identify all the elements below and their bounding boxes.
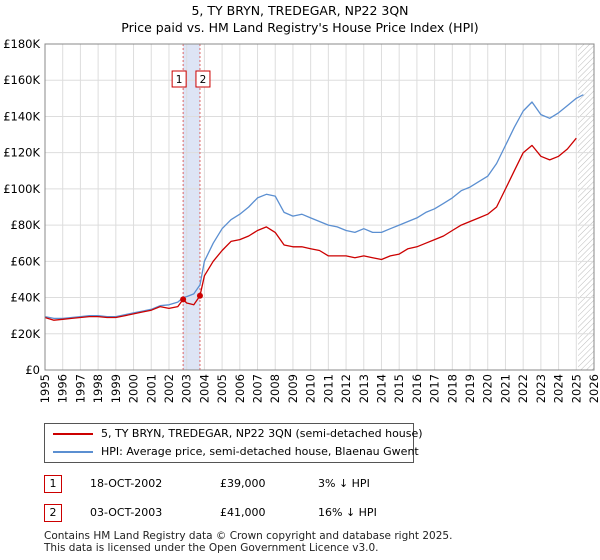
- y-tick-label: £40K: [11, 291, 41, 305]
- transaction-row: 1 18-OCT-2002 £39,000 3% ↓ HPI: [44, 474, 504, 494]
- chart-title: 5, TY BRYN, TREDEGAR, NP22 3QN: [191, 3, 409, 18]
- x-tick-label: 2017: [428, 374, 442, 403]
- legend-label-hpi: HPI: Average price, semi-detached house,…: [101, 445, 419, 458]
- x-tick-label: 2011: [321, 374, 335, 403]
- transaction-row: 2 03-OCT-2003 £41,000 16% ↓ HPI: [44, 503, 504, 523]
- attribution-line-2: This data is licensed under the Open Gov…: [44, 542, 379, 554]
- x-tick-label: 1996: [56, 374, 70, 403]
- sale-label-box: [171, 70, 187, 88]
- x-tick-label: 1997: [73, 374, 87, 403]
- property-series-line: [44, 137, 577, 321]
- x-tick-label: 2012: [339, 374, 353, 403]
- sale-label-box: [195, 70, 211, 88]
- y-tick-label: £80K: [11, 218, 41, 232]
- x-tick-label: 1999: [109, 374, 123, 403]
- chart-title-block: 5, TY BRYN, TREDEGAR, NP22 3QN Price pai…: [0, 2, 600, 36]
- chart-subtitle: Price paid vs. HM Land Registry's House …: [121, 20, 479, 35]
- sale-label-text: 1: [176, 74, 183, 86]
- x-tick-label: 2014: [374, 374, 388, 403]
- x-tick-label: 2001: [144, 374, 158, 403]
- x-tick-label: 2000: [127, 374, 141, 403]
- sale-period-highlight: [183, 44, 200, 370]
- x-tick-label: 2021: [498, 374, 512, 403]
- y-tick-label: £0: [25, 363, 40, 377]
- chart-legend: 5, TY BRYN, TREDEGAR, NP22 3QN (semi-det…: [44, 423, 423, 463]
- legend-label-property: 5, TY BRYN, TREDEGAR, NP22 3QN (semi-det…: [101, 427, 423, 440]
- x-tick-label: 2025: [569, 374, 583, 403]
- x-tick-label: 1995: [38, 374, 52, 403]
- x-tick-label: 2004: [197, 374, 211, 403]
- transaction-marker-badge: 2: [44, 504, 62, 522]
- transaction-hpi-diff: 16% ↓ HPI: [318, 506, 377, 519]
- y-tick-label: £100K: [3, 182, 40, 196]
- transaction-price: £41,000: [220, 506, 266, 519]
- transaction-price: £39,000: [220, 477, 266, 490]
- x-tick-label: 2005: [215, 374, 229, 403]
- x-tick-label: 2013: [357, 374, 371, 403]
- x-tick-label: 2018: [445, 374, 459, 403]
- transaction-date: 03-OCT-2003: [90, 506, 163, 519]
- x-tick-label: 2026: [587, 374, 600, 403]
- x-tick-label: 2009: [286, 374, 300, 403]
- y-tick-label: £160K: [3, 73, 40, 87]
- x-tick-label: 2015: [392, 374, 406, 403]
- sale-point: [196, 292, 203, 299]
- y-tick-label: £140K: [3, 109, 40, 123]
- attribution-line-1: Contains HM Land Registry data © Crown c…: [44, 530, 453, 542]
- y-tick-label: £60K: [11, 254, 41, 268]
- plot-border: [44, 43, 595, 371]
- transaction-marker-badge: 1: [44, 475, 62, 493]
- legend-swatch-hpi: [53, 451, 93, 453]
- sale-label-text: 2: [200, 74, 207, 86]
- price-chart: 1 2 £0 £20K £40K £60K £80K £100K £120K £140K £160K…: [3, 37, 600, 403]
- transaction-hpi-diff: 3% ↓ HPI: [318, 477, 370, 490]
- legend-swatch-property: [53, 433, 93, 435]
- x-tick-label: 2024: [552, 374, 566, 403]
- x-tick-label: 2023: [534, 374, 548, 403]
- x-tick-label: 2022: [516, 374, 530, 403]
- x-tick-label: 2010: [304, 374, 318, 403]
- y-tick-label: £20K: [11, 327, 41, 341]
- y-tick-label: £180K: [3, 37, 40, 51]
- x-tick-label: 2003: [180, 374, 194, 403]
- hpi-series-line: [44, 94, 584, 320]
- forecast-hatch: [578, 44, 594, 370]
- x-tick-label: 2020: [481, 374, 495, 403]
- x-tick-label: 1998: [91, 374, 105, 403]
- y-tick-label: £120K: [3, 146, 40, 160]
- sale-point: [180, 296, 187, 303]
- attribution-footer: Contains HM Land Registry data © Crown c…: [44, 530, 452, 554]
- x-tick-label: 2007: [251, 374, 265, 403]
- x-tick-label: 2002: [162, 374, 176, 403]
- x-tick-label: 2016: [410, 374, 424, 403]
- x-tick-label: 2006: [233, 374, 247, 403]
- x-tick-label: 2019: [463, 374, 477, 403]
- transaction-date: 18-OCT-2002: [90, 477, 163, 490]
- plot-area: [45, 44, 594, 370]
- x-tick-label: 2008: [268, 374, 282, 403]
